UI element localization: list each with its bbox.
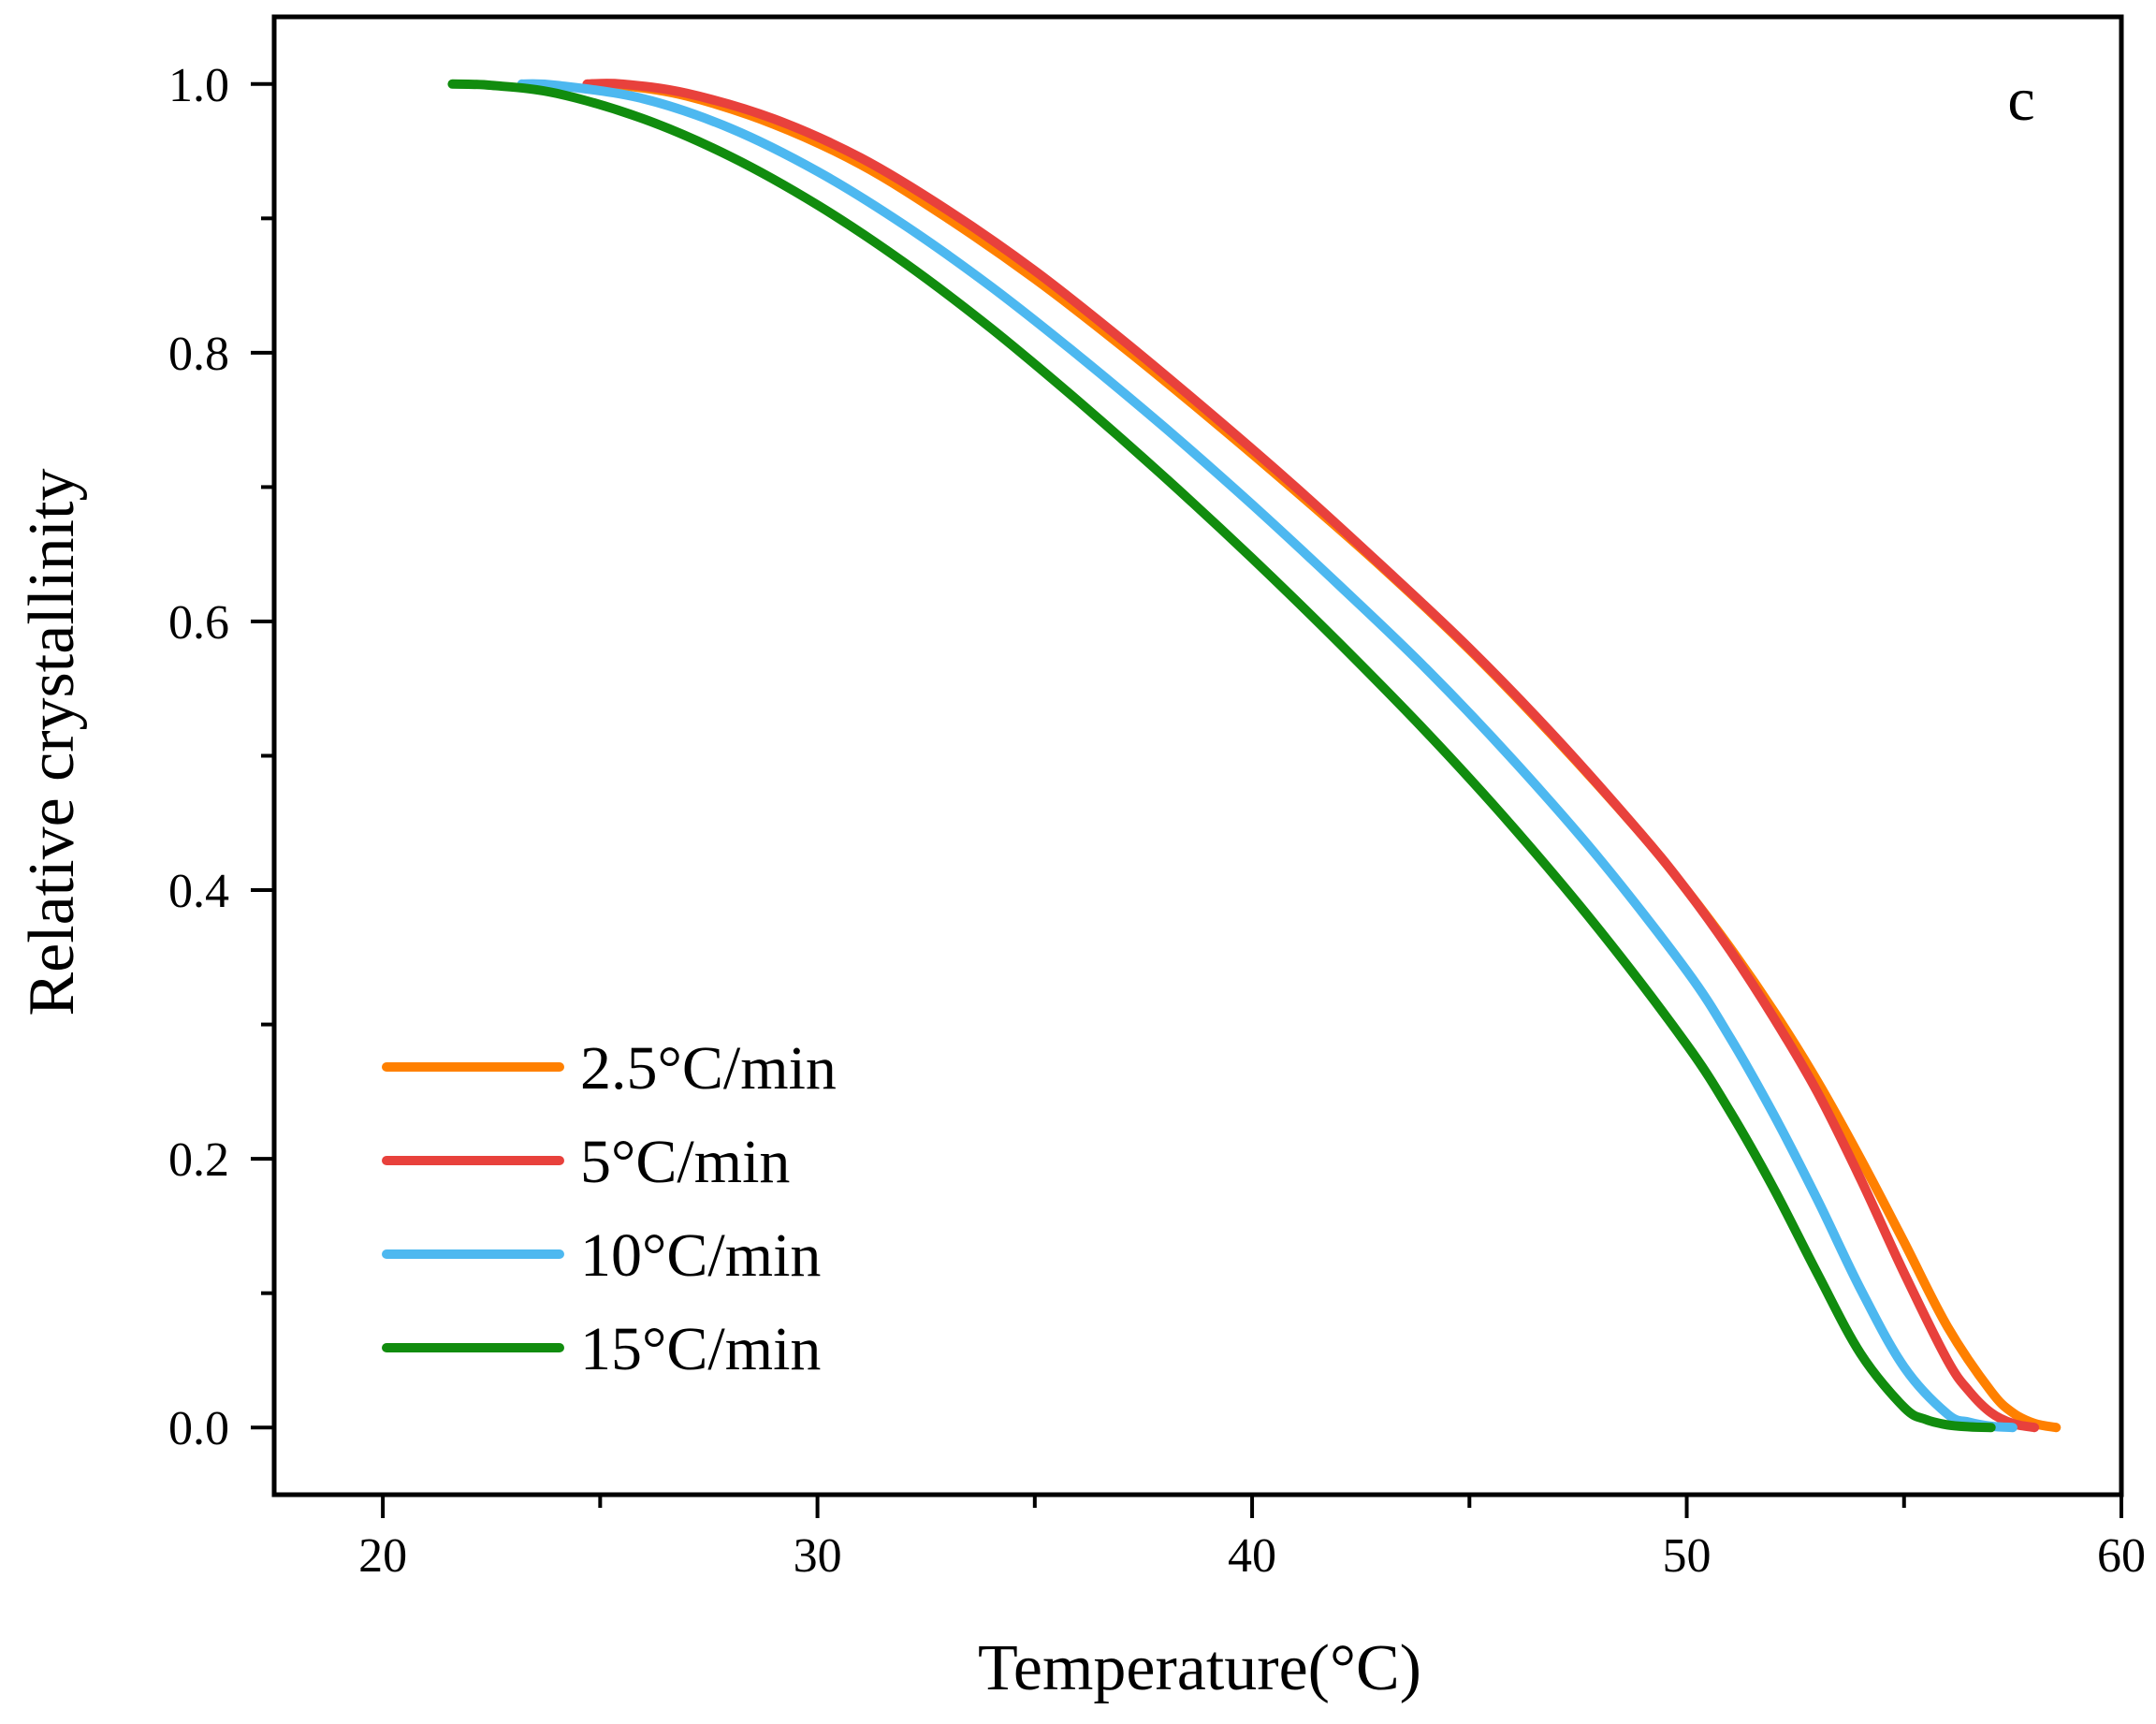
panel-label: c bbox=[2007, 66, 2034, 134]
y-tick-label: 0.2 bbox=[168, 1133, 229, 1187]
y-axis-title: Relative crystallinity bbox=[16, 468, 88, 1015]
x-axis-title: Temperature(°C) bbox=[978, 1632, 1421, 1704]
x-tick-label: 20 bbox=[358, 1529, 407, 1583]
legend: 2.5°C/min 5°C/min 10°C/min 15°C/min bbox=[382, 1034, 837, 1383]
x-tick-label: 30 bbox=[794, 1529, 842, 1583]
x-tick-label: 50 bbox=[1663, 1529, 1712, 1583]
series-line-1 bbox=[582, 79, 2040, 1433]
legend-label-3: 15°C/min bbox=[580, 1315, 821, 1383]
y-tick-label: 1.0 bbox=[168, 59, 229, 112]
legend-label-0: 2.5°C/min bbox=[580, 1034, 837, 1103]
legend-label-2: 10°C/min bbox=[580, 1221, 821, 1290]
y-tick-label: 0.8 bbox=[168, 328, 229, 381]
series-line-2 bbox=[517, 79, 2018, 1433]
axis-ticks: 20 30 40 50 60 0.0 0.2 0.4 0.6 0.8 1.0 bbox=[168, 59, 2146, 1583]
x-tick-label: 60 bbox=[2097, 1529, 2146, 1583]
y-tick-label: 0.6 bbox=[168, 596, 229, 650]
legend-label-1: 5°C/min bbox=[580, 1128, 790, 1196]
plot-lines bbox=[447, 79, 2061, 1433]
x-tick-label: 40 bbox=[1228, 1529, 1276, 1583]
y-tick-label: 0.4 bbox=[168, 865, 229, 918]
y-tick-label: 0.0 bbox=[168, 1402, 229, 1455]
series-line-3 bbox=[447, 79, 1996, 1433]
